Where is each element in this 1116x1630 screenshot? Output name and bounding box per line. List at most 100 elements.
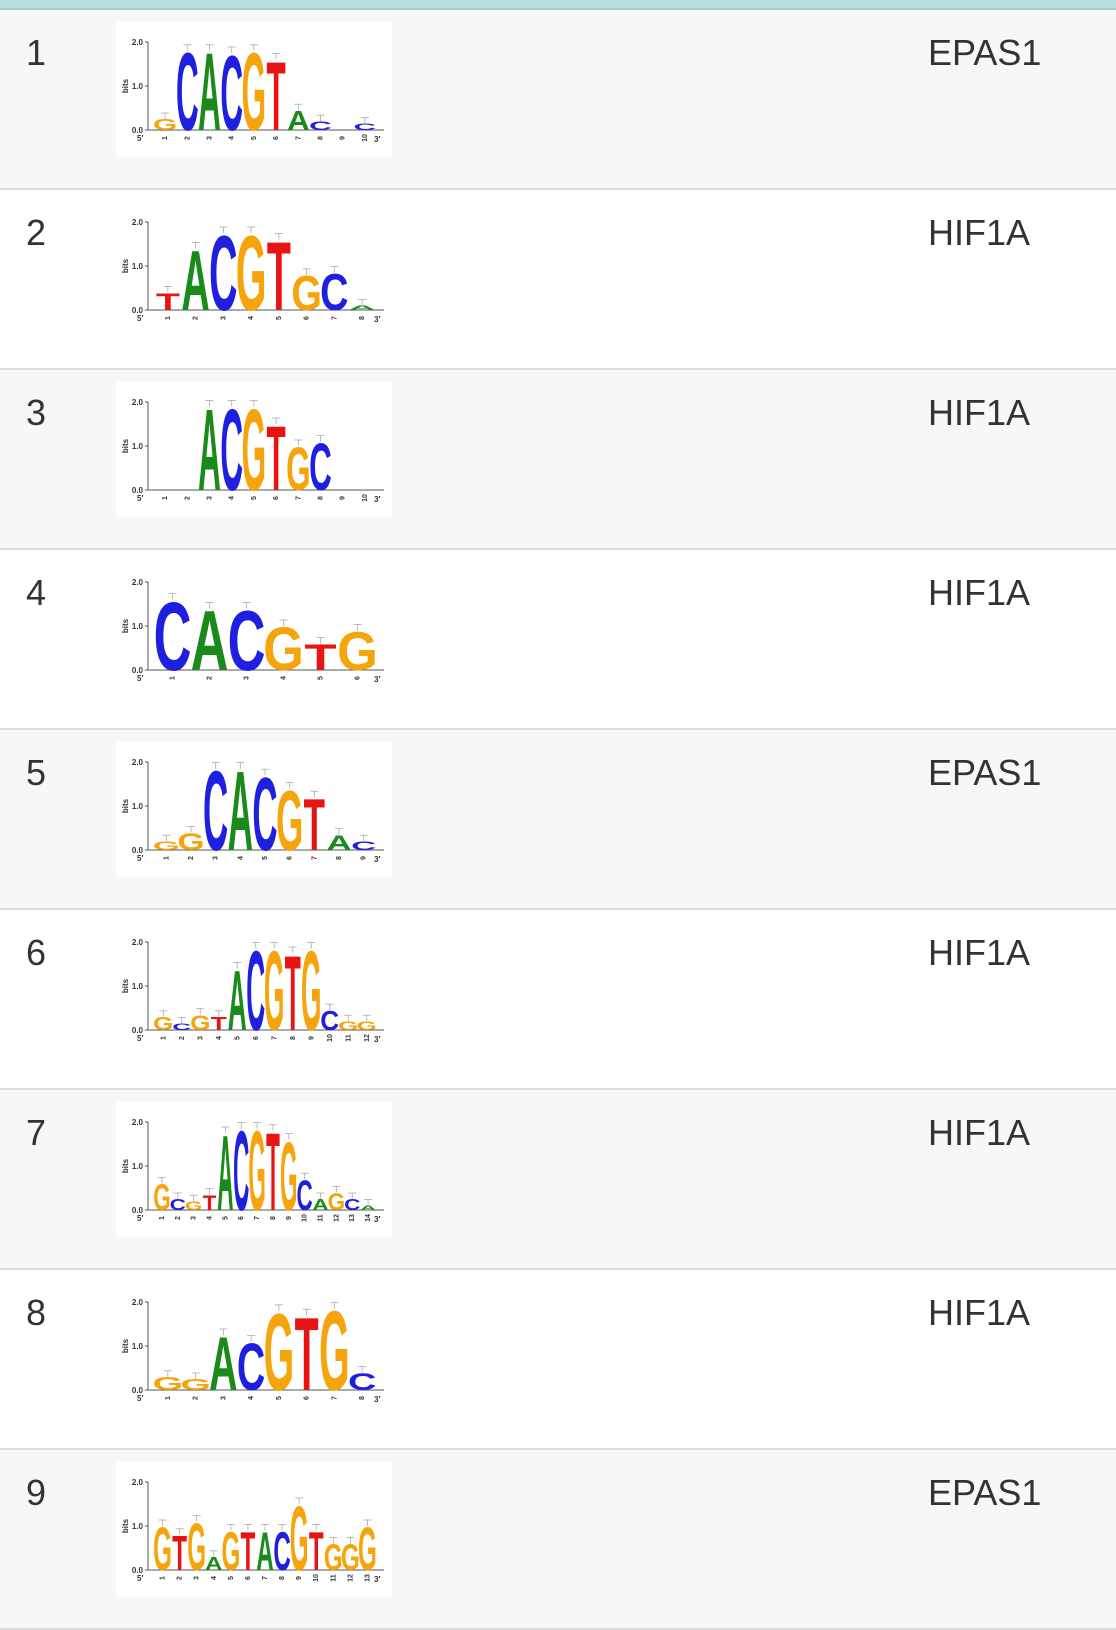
logo-letter-a: A xyxy=(198,32,221,154)
position-tick-label: 12 xyxy=(333,1214,340,1222)
position-tick-label: 7 xyxy=(331,1396,338,1400)
transcription-factor-name[interactable]: EPAS1 xyxy=(928,1472,1042,1513)
three-prime-label: 3′ xyxy=(374,855,380,864)
three-prime-label: 3′ xyxy=(374,1215,380,1224)
logo-letter-c: C xyxy=(220,386,243,516)
y-tick-label: 1.0 xyxy=(132,982,144,991)
transcription-factor-name[interactable]: EPAS1 xyxy=(928,752,1042,793)
logo-letter-a: A xyxy=(360,1205,376,1212)
y-tick-label: 1.0 xyxy=(132,802,144,811)
logo-letter-a: A xyxy=(209,1321,237,1407)
sequence-logo[interactable]: 2.0 1.0 0.0 bits 5′ 3′ 1 2 3 4 5 6 7 8 9 10 A C G T G C xyxy=(116,382,392,517)
y-tick-label: 2.0 xyxy=(132,398,144,407)
logo-letter-g: G xyxy=(153,839,180,853)
position-tick-label: 8 xyxy=(290,1036,297,1040)
sequence-logo[interactable]: 2.0 1.0 0.0 bits 5′ 3′ 1 2 3 4 5 6 7 8 T A C G T G C A xyxy=(116,202,392,337)
logo-letter-g: G xyxy=(264,929,284,1054)
logo-letter-g: G xyxy=(187,1509,206,1585)
logo-letter-g: G xyxy=(185,1199,202,1213)
logo-letter-c: C xyxy=(220,34,243,153)
logo-letter-t: T xyxy=(241,1522,256,1583)
position-tick-label: 10 xyxy=(362,494,369,502)
transcription-factor-name[interactable]: EPAS1 xyxy=(928,32,1042,73)
transcription-factor-name[interactable]: HIF1A xyxy=(928,392,1031,433)
logo-letter-c: C xyxy=(273,1522,290,1583)
logo-letter-g: G xyxy=(357,1019,377,1033)
position-tick-label: 6 xyxy=(273,136,280,140)
position-tick-label: 6 xyxy=(253,1036,260,1040)
table-row[interactable]: 7 2.0 1.0 0.0 bits 5′ 3′ 1 2 3 4 5 6 7 8 9 10 11 12 13 14 G C G… xyxy=(0,1090,1116,1270)
logo-letter-t: T xyxy=(309,1522,324,1583)
table-row[interactable]: 6 2.0 1.0 0.0 bits 5′ 3′ 1 2 3 4 5 6 7 8 9 10 11 12 G C G T A C G… xyxy=(0,910,1116,1090)
position-tick-label: 5 xyxy=(276,1396,283,1400)
position-tick-label: 8 xyxy=(336,856,343,860)
position-tick-label: 4 xyxy=(248,1396,255,1400)
table-row[interactable]: 3 2.0 1.0 0.0 bits 5′ 3′ 1 2 3 4 5 6 7 8 9 10 A C G T G C HIF1A xyxy=(0,370,1116,550)
transcription-factor-name[interactable]: HIF1A xyxy=(928,1292,1031,1333)
table-row[interactable]: 4 2.0 1.0 0.0 bits 5′ 3′ 1 2 3 4 5 6 C A C G T G HIF1A xyxy=(0,550,1116,730)
position-tick-label: 1 xyxy=(159,1216,166,1220)
logo-letter-t: T xyxy=(211,1014,227,1034)
position-tick-label: 5 xyxy=(251,496,258,500)
logo-letter-g: G xyxy=(280,1123,297,1232)
logo-letter-c: C xyxy=(344,1197,360,1214)
position-tick-label: 1 xyxy=(160,1576,167,1580)
position-tick-label: 7 xyxy=(271,1036,278,1040)
logo-letter-g: G xyxy=(341,1537,360,1578)
logo-letter-c: C xyxy=(246,929,265,1054)
logo-letter-g: G xyxy=(190,1011,210,1035)
position-tick-label: 4 xyxy=(207,1216,214,1220)
sequence-logo[interactable]: 2.0 1.0 0.0 bits 5′ 3′ 1 2 3 4 5 6 C A C G T G xyxy=(116,562,392,697)
y-tick-label: 0.0 xyxy=(132,486,144,495)
logo-letter-g: G xyxy=(180,1377,211,1394)
logo-letter-c: C xyxy=(354,122,377,132)
position-tick-label: 2 xyxy=(193,316,200,320)
position-tick-label: 2 xyxy=(193,1396,200,1400)
y-tick-label: 2.0 xyxy=(132,758,144,767)
logo-letter-a: A xyxy=(217,1115,233,1234)
table-row[interactable]: 9 2.0 1.0 0.0 bits 5′ 3′ 1 2 3 4 5 6 7 8 9 10 11 12 13 G T G A G… xyxy=(0,1450,1116,1630)
position-tick-label: 6 xyxy=(245,1576,252,1580)
position-tick-label: 3 xyxy=(191,1216,198,1220)
logo-letter-c: C xyxy=(309,119,332,133)
sequence-logo[interactable]: 2.0 1.0 0.0 bits 5′ 3′ 1 2 3 4 5 6 7 8 9 G G C A C G T A C xyxy=(116,742,392,877)
transcription-factor-name[interactable]: HIF1A xyxy=(928,932,1031,973)
sequence-logo[interactable]: 2.0 1.0 0.0 bits 5′ 3′ 1 2 3 4 5 6 7 8 9 10 G C A C G T A C C xyxy=(116,22,392,157)
logo-letter-g: G xyxy=(290,1488,309,1591)
position-tick-label: 2 xyxy=(175,1216,182,1220)
logo-letter-g: G xyxy=(291,267,322,321)
position-tick-label: 8 xyxy=(359,316,366,320)
position-tick-label: 13 xyxy=(349,1214,356,1222)
table-row[interactable]: 8 2.0 1.0 0.0 bits 5′ 3′ 1 2 3 4 5 6 7 8 G G A C G T G C HIF1A xyxy=(0,1270,1116,1450)
position-tick-label: 5 xyxy=(234,1036,241,1040)
sequence-logo[interactable]: 2.0 1.0 0.0 bits 5′ 3′ 1 2 3 4 5 6 7 8 9 10 11 12 13 14 G C G T… xyxy=(116,1102,392,1237)
three-prime-label: 3′ xyxy=(374,495,380,504)
position-tick-label: 4 xyxy=(281,676,288,680)
sequence-logo[interactable]: 2.0 1.0 0.0 bits 5′ 3′ 1 2 3 4 5 6 7 8 G G A C G T G C xyxy=(116,1282,392,1417)
logo-letter-c: C xyxy=(320,1005,339,1036)
table-row[interactable]: 2 2.0 1.0 0.0 bits 5′ 3′ 1 2 3 4 5 6 7 8 T A C G T G C A HIF1A xyxy=(0,190,1116,370)
sequence-logo[interactable]: 2.0 1.0 0.0 bits 5′ 3′ 1 2 3 4 5 6 7 8 9 10 11 12 13 G T G A G T… xyxy=(116,1462,392,1597)
position-tick-label: 2 xyxy=(188,856,195,860)
position-tick-label: 6 xyxy=(355,676,362,680)
five-prime-label: 5′ xyxy=(137,854,143,863)
sequence-logo[interactable]: 2.0 1.0 0.0 bits 5′ 3′ 1 2 3 4 5 6 7 8 9 10 11 12 G C G T A C G T… xyxy=(116,922,392,1057)
transcription-factor-name[interactable]: HIF1A xyxy=(928,1112,1031,1153)
transcription-factor-name[interactable]: HIF1A xyxy=(928,572,1031,613)
position-tick-label: 11 xyxy=(330,1574,337,1582)
position-tick-label: 5 xyxy=(222,1216,229,1220)
table-top-border xyxy=(0,0,1116,10)
position-tick-label: 9 xyxy=(361,856,368,860)
position-tick-label: 8 xyxy=(359,1396,366,1400)
logo-letter-g: G xyxy=(153,1374,184,1394)
position-tick-label: 7 xyxy=(331,316,338,320)
logo-letter-g: G xyxy=(221,1522,240,1583)
logo-letter-t: T xyxy=(266,1110,280,1233)
y-axis-label: bits xyxy=(121,1518,130,1533)
logo-letter-a: A xyxy=(205,1554,222,1574)
transcription-factor-name[interactable]: HIF1A xyxy=(928,212,1031,253)
y-tick-label: 2.0 xyxy=(132,1118,144,1127)
table-row[interactable]: 1 2.0 1.0 0.0 bits 5′ 3′ 1 2 3 4 5 6 7 8 9 10 G C A C G T A C C EP… xyxy=(0,10,1116,190)
table-row[interactable]: 5 2.0 1.0 0.0 bits 5′ 3′ 1 2 3 4 5 6 7 8 9 G G C A C G T A C EPAS… xyxy=(0,730,1116,910)
row-index: 4 xyxy=(26,572,47,613)
